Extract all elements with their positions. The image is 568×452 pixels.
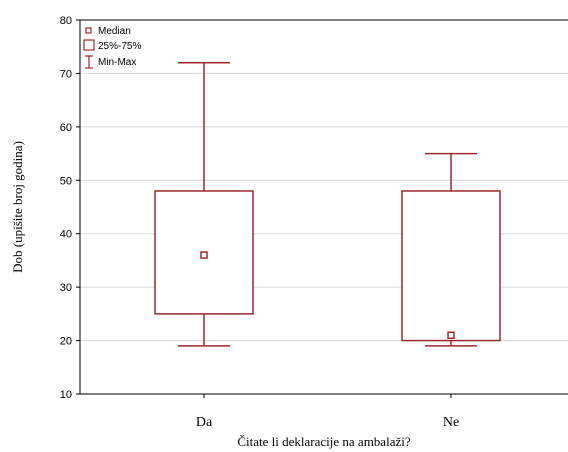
x-axis-title: Čitate li deklaracije na ambalaži? (237, 434, 410, 449)
x-category-label-Da: Da (196, 415, 213, 430)
y-tick-label-10: 10 (60, 389, 72, 401)
y-axis-title: Dob (upišite broj godina) (10, 141, 25, 273)
median-marker (200, 251, 208, 259)
box-series (154, 61, 501, 347)
legend-minmax-label: Min-Max (98, 57, 136, 68)
legend: Median 25%-75% Min-Max (83, 26, 141, 69)
y-tick-label-40: 40 (60, 229, 72, 241)
legend-median-label: Median (98, 26, 131, 37)
y-tick-label-20: 20 (60, 336, 72, 348)
box-Ne (401, 152, 501, 347)
x-categories: Da Ne (196, 394, 459, 430)
y-tick-label-30: 30 (60, 282, 72, 294)
median-marker (447, 331, 455, 339)
legend-box-symbol (83, 39, 95, 51)
x-category-label-Ne: Ne (443, 415, 459, 430)
legend-minmax-symbol (85, 55, 93, 69)
y-tick-label-60: 60 (60, 122, 72, 134)
iqr-box (401, 190, 501, 342)
legend-box-label: 25%-75% (98, 41, 141, 52)
y-tick-label-80: 80 (60, 15, 72, 27)
box-Da (154, 61, 254, 347)
legend-median-symbol (85, 27, 92, 34)
y-ticks: 10 20 30 40 50 60 70 80 (60, 15, 80, 401)
y-tick-label-70: 70 (60, 68, 72, 80)
axes (79, 19, 568, 395)
y-tick-label-50: 50 (60, 175, 72, 187)
